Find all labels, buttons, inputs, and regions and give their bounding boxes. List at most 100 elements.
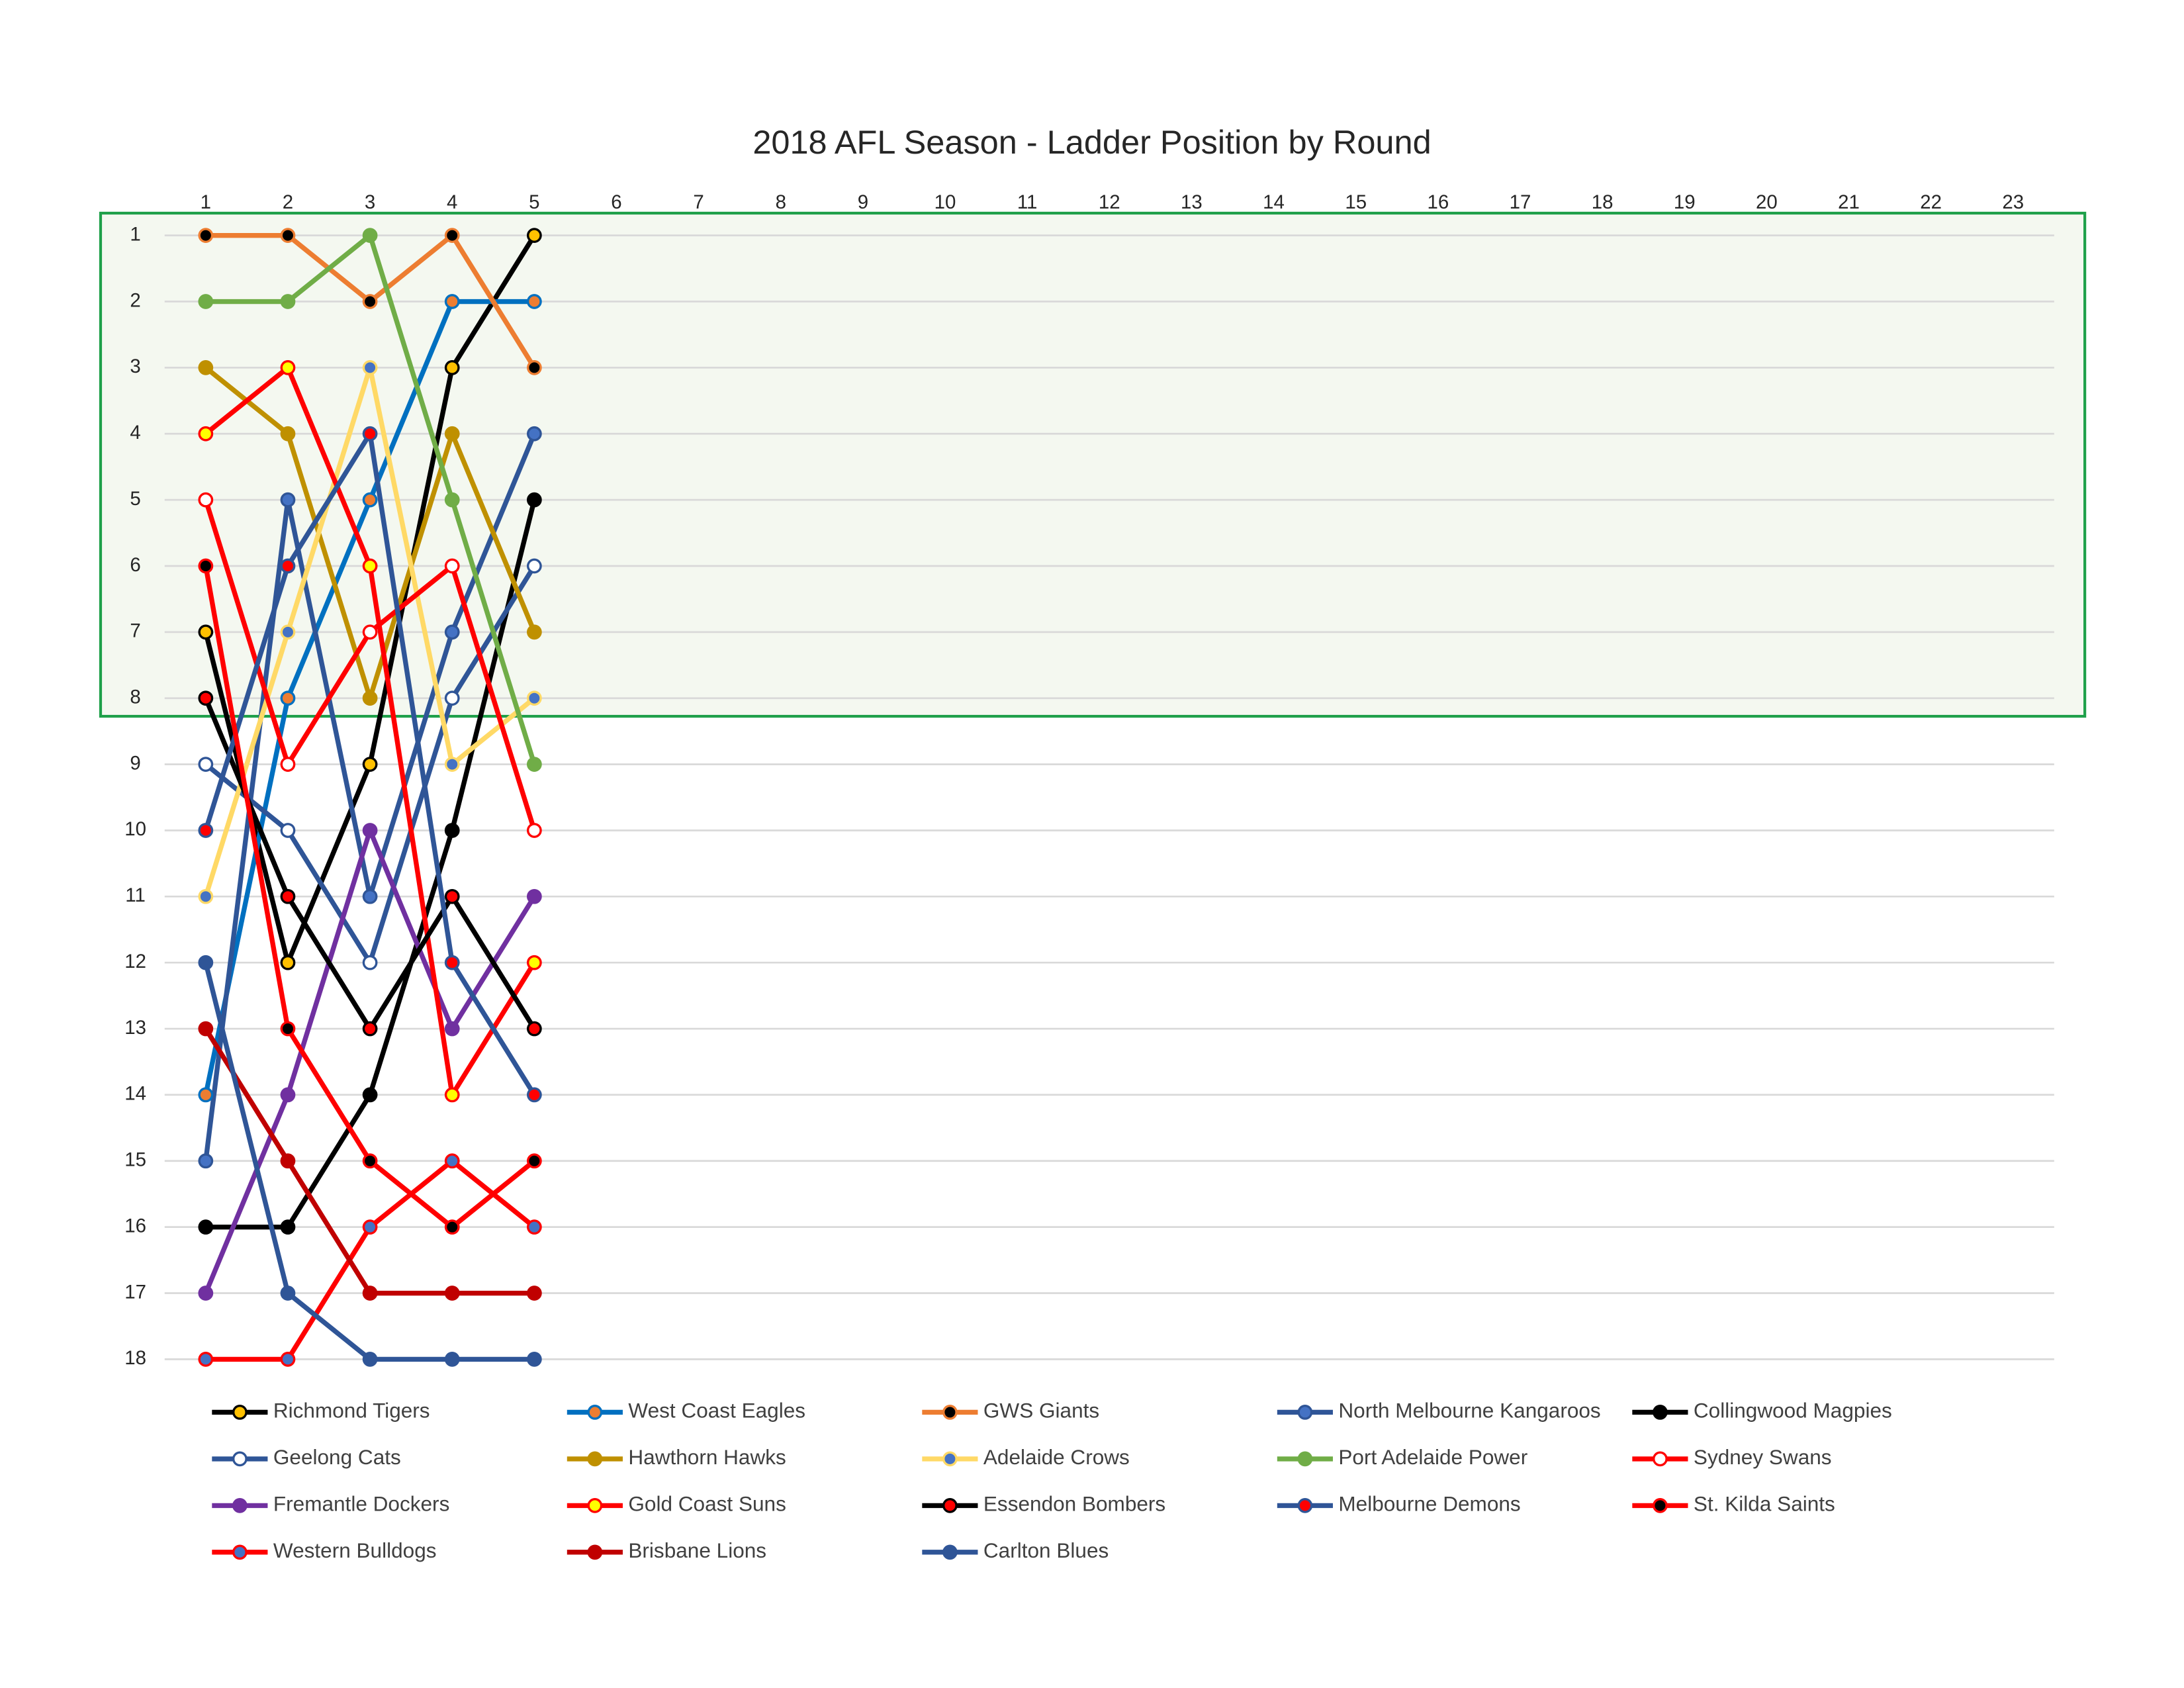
- legend-label: St. Kilda Saints: [1694, 1492, 1835, 1516]
- x-tick-label: 13: [1181, 191, 1203, 213]
- legend-marker: [587, 1544, 603, 1560]
- x-tick-label: 11: [1017, 191, 1038, 213]
- marker: [362, 955, 378, 970]
- y-tick-label: 7: [130, 620, 140, 642]
- legend-marker: [232, 1405, 248, 1420]
- marker: [444, 1352, 460, 1367]
- marker: [527, 624, 542, 640]
- legend-marker: [232, 1544, 248, 1560]
- marker: [362, 1286, 378, 1301]
- legend-item: West Coast Eagles: [567, 1399, 805, 1423]
- legend-item: Melbourne Demons: [1277, 1492, 1521, 1516]
- marker: [444, 492, 460, 508]
- marker: [198, 955, 214, 970]
- marker: [444, 360, 460, 375]
- marker: [444, 1153, 460, 1169]
- marker: [444, 228, 460, 244]
- marker: [362, 888, 378, 904]
- marker: [444, 690, 460, 706]
- legend-marker: [1297, 1498, 1313, 1513]
- legend-label: Melbourne Demons: [1338, 1492, 1520, 1516]
- marker: [362, 823, 378, 838]
- marker: [198, 1021, 214, 1037]
- marker: [527, 1352, 542, 1367]
- x-tick-label: 15: [1345, 191, 1367, 213]
- marker: [198, 1087, 214, 1103]
- marker: [362, 1087, 378, 1103]
- legend-label: Western Bulldogs: [273, 1538, 437, 1562]
- marker: [198, 426, 214, 442]
- legend-label: Collingwood Magpies: [1694, 1399, 1892, 1423]
- marker: [198, 888, 214, 904]
- x-tick-label: 20: [1756, 191, 1778, 213]
- legend-marker: [1653, 1451, 1668, 1467]
- marker: [280, 1286, 296, 1301]
- x-tick-label: 9: [858, 191, 868, 213]
- y-tick-label: 18: [124, 1347, 146, 1369]
- marker: [280, 426, 296, 442]
- x-tick-label: 7: [693, 191, 704, 213]
- legend-item: St. Kilda Saints: [1632, 1492, 1835, 1516]
- marker: [362, 558, 378, 574]
- chart-title: 2018 AFL Season - Ladder Position by Rou…: [752, 123, 1431, 161]
- marker: [198, 294, 214, 309]
- x-tick-label: 22: [1920, 191, 1942, 213]
- x-tick-label: 1: [201, 191, 211, 213]
- marker: [280, 360, 296, 375]
- marker: [527, 1021, 542, 1037]
- marker: [444, 1286, 460, 1301]
- marker: [362, 624, 378, 640]
- x-tick-label: 10: [934, 191, 956, 213]
- legend-marker: [232, 1498, 248, 1513]
- marker: [527, 1219, 542, 1235]
- y-tick-label: 2: [130, 289, 140, 311]
- legend-marker: [1653, 1498, 1668, 1513]
- marker: [198, 690, 214, 706]
- legend-label: West Coast Eagles: [628, 1399, 805, 1423]
- marker: [198, 1286, 214, 1301]
- y-tick-label: 4: [130, 422, 140, 444]
- x-tick-label: 3: [365, 191, 375, 213]
- marker: [527, 492, 542, 508]
- legend-marker: [1297, 1451, 1313, 1467]
- marker: [198, 823, 214, 838]
- legend-marker: [232, 1451, 248, 1467]
- y-tick-label: 1: [130, 223, 140, 245]
- legend-item: Carlton Blues: [922, 1538, 1109, 1562]
- y-tick-label: 8: [130, 686, 140, 708]
- legend-item: Gold Coast Suns: [567, 1492, 786, 1516]
- marker: [198, 1219, 214, 1235]
- marker: [280, 823, 296, 838]
- marker: [444, 955, 460, 970]
- marker: [362, 426, 378, 442]
- legend-marker: [1297, 1405, 1313, 1420]
- marker: [527, 757, 542, 772]
- y-tick-label: 3: [130, 355, 140, 377]
- series-line: [205, 1158, 536, 1362]
- legend-label: GWS Giants: [983, 1399, 1099, 1423]
- legend-label: Sydney Swans: [1694, 1445, 1832, 1469]
- marker: [280, 1153, 296, 1169]
- legend-label: Essendon Bombers: [983, 1492, 1165, 1516]
- marker: [280, 888, 296, 904]
- marker: [280, 294, 296, 309]
- x-tick-label: 5: [529, 191, 539, 213]
- marker: [444, 426, 460, 442]
- x-tick-label: 17: [1510, 191, 1531, 213]
- marker: [527, 1087, 542, 1103]
- marker: [527, 1153, 542, 1169]
- y-tick-label: 9: [130, 752, 140, 774]
- marker: [527, 690, 542, 706]
- x-tick-label: 16: [1427, 191, 1449, 213]
- x-tick-label: 2: [283, 191, 293, 213]
- legend-label: Hawthorn Hawks: [628, 1445, 786, 1469]
- legend-label: North Melbourne Kangaroos: [1338, 1399, 1600, 1423]
- legend-item: Hawthorn Hawks: [567, 1445, 786, 1469]
- legend-label: Geelong Cats: [273, 1445, 401, 1469]
- legend-label: Carlton Blues: [983, 1538, 1109, 1562]
- x-tick-label: 6: [611, 191, 621, 213]
- marker: [362, 228, 378, 244]
- legend-marker: [942, 1451, 958, 1467]
- y-tick-label: 15: [124, 1149, 146, 1171]
